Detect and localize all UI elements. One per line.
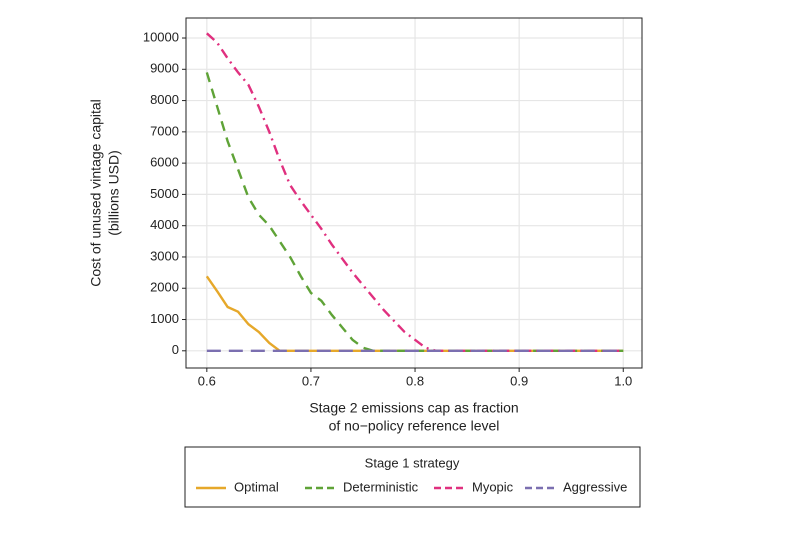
- y-tick-label: 10000: [143, 29, 179, 44]
- y-tick-label: 5000: [150, 186, 179, 201]
- panel: [186, 18, 642, 368]
- panel-border: [185, 17, 643, 369]
- y-tick-label: 1000: [150, 311, 179, 326]
- y-axis-label: Cost of unused vintage capital: [88, 99, 104, 287]
- y-tick-label: 2000: [150, 280, 179, 295]
- lines: [205, 32, 624, 352]
- legend-label: Optimal: [234, 479, 279, 494]
- x-axis-label: of no−policy reference level: [329, 418, 500, 434]
- legend: Optimal Deterministic Myopic Aggressive: [196, 479, 627, 494]
- y-tick-label: 0: [172, 342, 179, 357]
- y-tick-label: 9000: [150, 61, 179, 76]
- y-tick-label: 4000: [150, 217, 179, 232]
- y-tick-label: 7000: [150, 123, 179, 138]
- legend-box: [184, 446, 641, 508]
- x-tick-label: 0.6: [198, 373, 216, 388]
- legend-label: Deterministic: [343, 479, 419, 494]
- x-tick-label: 0.9: [510, 373, 528, 388]
- legend-label: Myopic: [472, 479, 514, 494]
- x-axis-label: Stage 2 emissions cap as fraction: [309, 400, 518, 416]
- x-tick-label: 0.8: [406, 373, 424, 388]
- y-axis-label: (billions USD): [106, 150, 122, 236]
- y-tick-label: 3000: [150, 248, 179, 263]
- y-tick-label: 6000: [150, 155, 179, 170]
- x-tick-label: 0.7: [302, 373, 320, 388]
- x-tick-label: 1.0: [614, 373, 632, 388]
- y-tick-label: 8000: [150, 92, 179, 107]
- legend-label: Aggressive: [563, 479, 627, 494]
- series-line: [206, 32, 624, 352]
- legend-title: Stage 1 strategy: [365, 455, 460, 470]
